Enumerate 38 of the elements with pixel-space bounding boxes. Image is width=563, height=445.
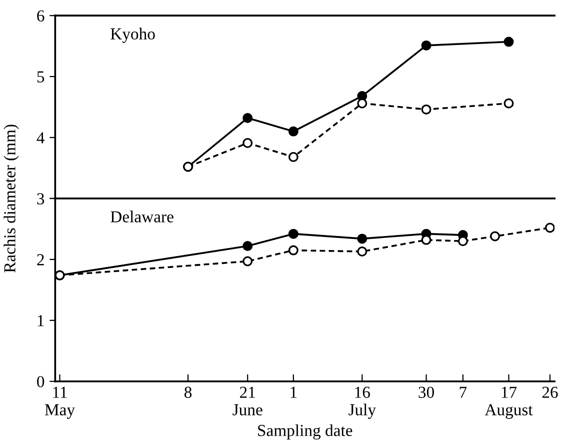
y-tick-label: 4 — [36, 132, 44, 144]
y-tick-label: 5 — [37, 71, 44, 82]
point — [490, 231, 500, 242]
point — [288, 228, 298, 239]
x-tick-label: 7 — [460, 386, 467, 398]
x-tick-label: 30 — [418, 386, 434, 398]
point — [421, 104, 432, 114]
x-tick-label: 1 — [290, 386, 297, 398]
x-tick-label: 8 — [184, 386, 192, 398]
point — [357, 98, 368, 108]
x-tick-label: 11 May — [44, 386, 75, 419]
annotation: Delaware — [110, 210, 174, 222]
point — [288, 245, 298, 256]
point — [504, 36, 514, 47]
y-axis-title: Rachis diameter (mm) — [4, 124, 19, 273]
y-tick-label: 6 — [37, 10, 44, 22]
annotation: Kyoho — [110, 28, 155, 43]
point — [421, 40, 432, 50]
point — [357, 234, 368, 244]
y-tick-label: 3 — [37, 193, 44, 204]
y-tick-label: 1 — [38, 315, 44, 326]
x-tick-label: 21 June — [232, 386, 262, 416]
point — [242, 241, 253, 252]
point — [458, 236, 468, 246]
point — [242, 138, 253, 148]
x-tick-label: 17 August — [484, 386, 533, 419]
point — [242, 112, 253, 123]
point — [288, 126, 298, 136]
point — [288, 152, 298, 162]
point — [242, 256, 253, 266]
x-axis-title: Sampling date — [258, 424, 352, 440]
x-tick-label: 26 — [542, 386, 558, 398]
y-tick-label: 2 — [37, 254, 44, 266]
point — [504, 98, 514, 108]
point — [544, 222, 555, 233]
y-tick-label: 0 — [37, 376, 44, 388]
x-tick-label: 16 July — [348, 386, 376, 419]
point — [357, 246, 368, 257]
